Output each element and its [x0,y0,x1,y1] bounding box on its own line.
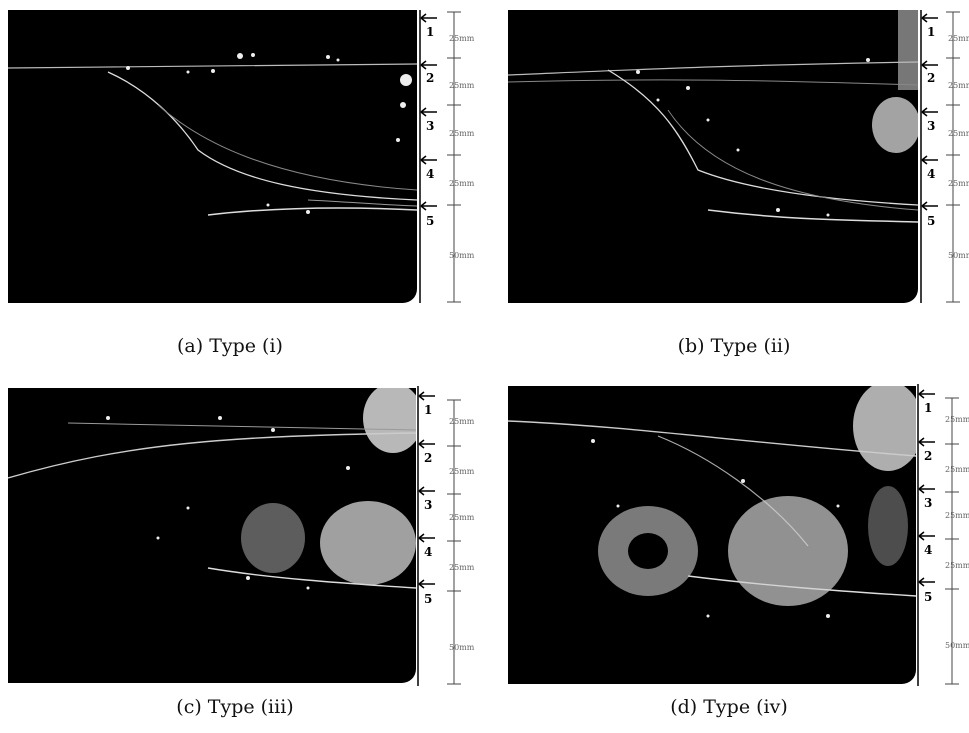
ruler-number-4: 4 [424,545,433,559]
ruler-number-1: 1 [924,401,933,415]
ruler-number-5: 5 [426,214,435,228]
ruler-number-2: 2 [424,451,433,465]
ruler-number-2: 2 [426,71,435,85]
panel-b: 1 2 3 4 5 25mm 25mm 25mm 25mm 50mm (b) T… [484,0,969,370]
caption-d: (d) Type (iv) [670,696,788,718]
ruler-number-3: 3 [924,496,933,510]
ruler-number-3: 3 [424,498,433,512]
ruler-number-2: 2 [927,71,936,85]
ruler-number-5: 5 [424,592,433,606]
panel-c: 1 2 3 4 5 25mm 25mm 25mm 25mm 50mm (c) T… [0,370,484,733]
ruler-spacing: 25mm [945,465,969,474]
ruler-spacing: 25mm [449,81,475,90]
ruler-d: 1 2 3 4 5 25mm 25mm 25mm 25mm 50mm [917,384,969,686]
ruler-spacing: 25mm [945,511,969,520]
ruler-number-2: 2 [924,449,933,463]
ruler-spacing: 25mm [449,34,475,43]
caption-b: (b) Type (ii) [677,335,791,357]
ruler-number-3: 3 [426,119,435,133]
ruler-scale-c [417,386,461,686]
ruler-c: 1 2 3 4 5 25mm 25mm 25mm 25mm 50mm [417,386,477,686]
ruler-number-5: 5 [924,590,933,604]
flow-visualization-d [508,386,916,618]
photo-type-ii [508,10,918,303]
photo-type-iii [8,388,416,683]
caption-a: (a) Type (i) [177,335,283,357]
ruler-spacing: 50mm [449,643,475,652]
photo-type-i [8,10,417,303]
ruler-number-3: 3 [927,119,936,133]
ruler-spacing: 25mm [948,81,969,90]
ruler-number-1: 1 [927,25,936,39]
ruler-spacing: 25mm [948,179,969,188]
flow-visualization-b [508,10,918,223]
ruler-scale-b [920,10,960,303]
ruler-number-1: 1 [426,25,435,39]
ruler-number-5: 5 [927,214,936,228]
ruler-number-4: 4 [426,167,435,181]
panel-a: 1 2 3 4 5 25mm 25mm 25mm 25mm 50mm (a) T… [0,0,484,370]
ruler-spacing: 50mm [449,251,475,260]
flow-visualization-a [8,53,417,216]
ruler-number-4: 4 [927,167,936,181]
ruler-scale-a [419,10,461,303]
ruler-number-4: 4 [924,543,933,557]
ruler-spacing: 25mm [449,179,475,188]
ruler-b: 1 2 3 4 5 25mm 25mm 25mm 25mm 50mm [920,10,969,303]
photo-type-iv [508,386,916,684]
flow-visualization-c [8,388,416,590]
ruler-spacing: 25mm [945,415,969,424]
panel-d: 1 2 3 4 5 25mm 25mm 25mm 25mm 50mm (d) T… [484,370,969,733]
ruler-spacing: 25mm [449,563,475,572]
ruler-number-1: 1 [424,403,433,417]
caption-c: (c) Type (iii) [176,696,294,718]
ruler-spacing: 25mm [948,129,969,138]
ruler-spacing: 50mm [945,641,969,650]
ruler-spacing: 25mm [945,561,969,570]
ruler-spacing: 25mm [449,467,475,476]
ruler-a: 1 2 3 4 5 25mm 25mm 25mm 25mm 50mm [419,10,479,303]
ruler-spacing: 25mm [449,129,475,138]
ruler-spacing: 25mm [449,417,475,426]
ruler-scale-d [917,384,959,686]
ruler-spacing: 25mm [449,513,475,522]
ruler-spacing: 25mm [948,34,969,43]
ruler-spacing: 50mm [948,251,969,260]
